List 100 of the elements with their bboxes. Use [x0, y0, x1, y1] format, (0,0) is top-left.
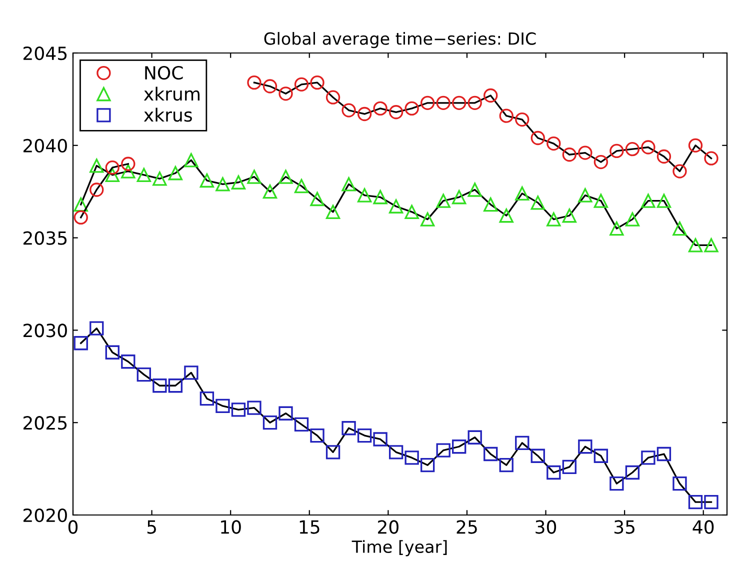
- point: [152, 172, 167, 186]
- point: [247, 75, 262, 90]
- point: [404, 204, 419, 220]
- point: [610, 476, 624, 491]
- point: [436, 194, 450, 208]
- point: [294, 417, 309, 432]
- point: [468, 430, 482, 444]
- point: [342, 177, 356, 192]
- point: [656, 446, 672, 462]
- legend-label: xkrum: [144, 86, 200, 101]
- point: [310, 428, 324, 443]
- point: [388, 105, 404, 120]
- point: [74, 197, 88, 212]
- point: [610, 221, 624, 236]
- point: [578, 440, 592, 454]
- point: [90, 321, 104, 336]
- point: [168, 378, 183, 393]
- point: [152, 378, 167, 393]
- point: [546, 212, 561, 226]
- point: [484, 197, 498, 212]
- point: [562, 460, 576, 474]
- y-tick-label: 2040: [24, 138, 67, 153]
- point: [388, 445, 404, 460]
- point: [357, 188, 372, 202]
- point: [404, 450, 419, 465]
- point: [452, 440, 466, 454]
- y-tick-label: 2045: [24, 46, 67, 60]
- point: [262, 184, 278, 199]
- point: [578, 146, 592, 160]
- point: [168, 166, 183, 180]
- point: [105, 168, 120, 182]
- point: [672, 164, 687, 178]
- point: [704, 494, 718, 510]
- point: [578, 188, 592, 202]
- point: [326, 90, 340, 104]
- point: [136, 367, 151, 382]
- point: [420, 458, 435, 472]
- point: [452, 96, 466, 110]
- point: [688, 138, 703, 152]
- point: [200, 173, 214, 188]
- x-tick-label: 20: [378, 520, 398, 534]
- point: [342, 103, 356, 118]
- point: [231, 402, 246, 417]
- point: [530, 448, 545, 463]
- point: [326, 445, 340, 460]
- x-tick-label: 0: [68, 520, 78, 534]
- point: [326, 204, 340, 220]
- point: [688, 494, 703, 510]
- legend-label: xkrus: [144, 108, 192, 122]
- point: [373, 190, 388, 204]
- x-tick-label: 15: [300, 520, 320, 534]
- point: [105, 160, 120, 175]
- point: [499, 208, 514, 223]
- point: [672, 476, 687, 491]
- point: [672, 221, 687, 236]
- point: [530, 130, 545, 146]
- point: [90, 158, 104, 173]
- point: [278, 406, 293, 420]
- point: [262, 416, 278, 430]
- x-tick-label: 25: [456, 520, 477, 534]
- point: [90, 182, 104, 197]
- point: [484, 446, 498, 462]
- point: [310, 75, 324, 90]
- point: [546, 136, 561, 151]
- point: [105, 345, 120, 360]
- point: [357, 428, 372, 443]
- point: [656, 194, 672, 208]
- point: [452, 190, 466, 204]
- point: [562, 208, 576, 223]
- point: [420, 212, 435, 226]
- point: [594, 194, 608, 208]
- point: [216, 398, 230, 414]
- x-tick-label: 5: [147, 520, 156, 534]
- point: [562, 148, 576, 162]
- y-tick-label: 2030: [24, 324, 67, 338]
- point: [200, 391, 214, 406]
- point: [262, 79, 278, 94]
- point: [184, 153, 198, 168]
- x-tick-label: 40: [692, 520, 714, 534]
- point: [499, 458, 514, 472]
- point: [216, 177, 230, 192]
- y-tick-label: 2025: [24, 416, 67, 430]
- point: [641, 450, 656, 465]
- point: [594, 154, 608, 170]
- x-tick-label: 10: [221, 520, 241, 534]
- point: [294, 77, 309, 92]
- point: [420, 96, 435, 110]
- x-axis-title: Time [year]: [352, 540, 447, 556]
- point: [247, 400, 262, 415]
- point: [294, 178, 309, 194]
- point: [436, 96, 450, 110]
- point: [641, 194, 656, 208]
- point: [121, 354, 136, 369]
- point: [184, 366, 198, 380]
- point: [530, 196, 545, 210]
- point: [656, 149, 672, 164]
- point: [310, 192, 324, 206]
- point: [468, 96, 482, 110]
- point: [515, 112, 530, 127]
- point: [357, 106, 372, 122]
